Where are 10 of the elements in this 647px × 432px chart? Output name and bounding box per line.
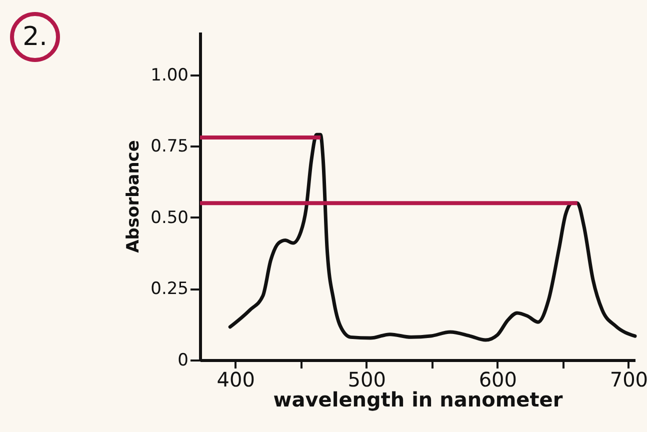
x-tick-label: 700 (610, 368, 647, 392)
y-tick-label: 0.25 (150, 279, 188, 300)
y-tick-label: 0.75 (150, 136, 188, 157)
line-series (228, 132, 637, 342)
y-tick-label: 0.50 (150, 208, 188, 228)
x-tick-label: 400 (216, 368, 255, 392)
circle-outline: 2. (10, 12, 60, 62)
y-tick-label: 1.00 (150, 65, 188, 86)
y-tick-label: 0 (178, 350, 188, 370)
y-axis-title: Absorbance (124, 140, 144, 253)
